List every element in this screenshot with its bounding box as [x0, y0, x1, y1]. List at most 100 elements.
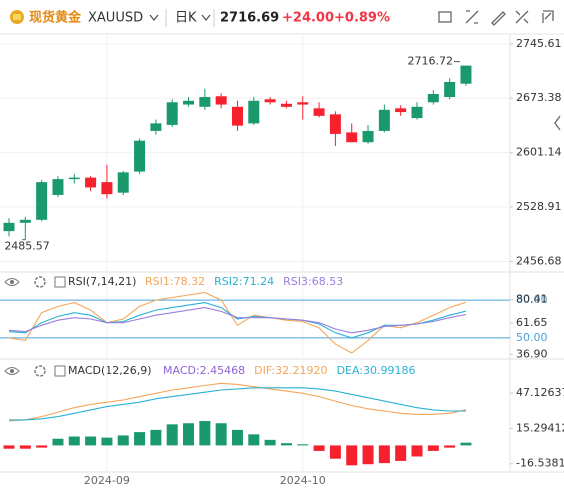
candle-body: [411, 106, 423, 119]
candle-body: [313, 108, 325, 116]
indicator-title: MACD(12,26,9): [68, 364, 152, 377]
y-tick-label: -16.53812: [516, 457, 564, 470]
settings-icon[interactable]: [34, 276, 46, 288]
symbol-dropdown[interactable]: [149, 14, 159, 22]
macd-bar: [395, 445, 407, 461]
macd-bar: [427, 445, 439, 451]
x-tick-label: 2024-09: [84, 474, 130, 487]
pen-button[interactable]: [491, 11, 506, 26]
candle-body: [134, 140, 146, 172]
candle-body: [280, 103, 292, 107]
macd-bar: [101, 437, 113, 446]
candle-body: [166, 102, 178, 125]
macd-bar: [85, 436, 97, 446]
candle-body: [52, 179, 64, 195]
price-change: +24.00: [282, 11, 334, 26]
y-tick-label: 2456.68: [516, 254, 562, 267]
candle-body: [3, 222, 15, 232]
macd-bar: [3, 445, 15, 449]
candle-body: [444, 81, 456, 98]
macd-bar: [248, 434, 260, 446]
candle-body: [19, 219, 31, 223]
rsi-line: [8, 291, 467, 354]
candle-body: [36, 182, 48, 220]
macd-bar: [166, 424, 178, 446]
compare-button[interactable]: [438, 11, 452, 23]
checkbox-icon[interactable]: [54, 365, 66, 377]
candle-body: [395, 108, 407, 113]
candle-body: [460, 65, 472, 84]
candle-body: [199, 97, 211, 107]
legend-entry: DIF:32.21920: [254, 364, 327, 377]
settings-button[interactable]: [515, 10, 529, 24]
eye-icon[interactable]: [4, 278, 20, 286]
fullscreen-button[interactable]: [542, 10, 554, 23]
header-bar: 现货黄金 XAUUSD 日K 2716.69 +24.00 +0.89%: [0, 9, 564, 35]
macd-bar: [117, 435, 129, 446]
candle-body: [231, 106, 243, 126]
price-change-pct: +0.89%: [334, 11, 390, 26]
candle-body: [427, 94, 439, 103]
y-tick-label: 2673.38: [516, 91, 562, 104]
candle-body: [264, 99, 276, 103]
macd-bar: [264, 439, 276, 446]
gold-icon-bar: [13, 14, 21, 20]
instrument-symbol[interactable]: XAUUSD: [88, 11, 143, 26]
macd-bar: [280, 443, 292, 446]
macd-bar: [460, 442, 472, 446]
macd-bar: [411, 445, 423, 457]
y-tick-label: 15.29412: [516, 421, 564, 434]
rsi-line: [8, 307, 467, 334]
rsi-header: RSI(7,14,21): [4, 275, 136, 288]
draw-button[interactable]: [465, 10, 479, 24]
candle-body: [362, 130, 374, 143]
candle-body: [346, 132, 358, 143]
legend-entry: MACD:2.45468: [163, 364, 245, 377]
y-tick-label: 36.90: [516, 347, 548, 360]
macd-bar: [150, 429, 162, 446]
last-price: 2716.69: [220, 11, 279, 26]
candle-body: [85, 177, 97, 188]
candle-body: [378, 109, 390, 131]
period[interactable]: 日K: [175, 11, 197, 26]
macd-line: [9, 387, 466, 421]
candle-body: [101, 182, 113, 195]
candle-body: [297, 102, 309, 105]
legend-entry: RSI3:68.53: [283, 275, 343, 288]
legend-entry: DEA:30.99186: [337, 364, 416, 377]
y-tick-label: 2745.61: [516, 37, 562, 50]
macd-bar: [36, 445, 48, 448]
rsi-line: [8, 302, 467, 339]
macd-bar: [199, 421, 211, 446]
eye-pupil: [10, 369, 14, 373]
checkbox-icon[interactable]: [54, 276, 66, 288]
macd-bar: [444, 445, 456, 448]
collapse-arrow[interactable]: [554, 115, 561, 131]
macd-bar: [134, 432, 146, 446]
macd-bar: [52, 438, 64, 446]
macd-bar: [297, 444, 309, 446]
settings-icon[interactable]: [34, 365, 46, 377]
macd-header: MACD(12,26,9): [4, 364, 152, 377]
eye-pupil: [10, 280, 14, 284]
y-tick-label: 47.12637: [516, 386, 564, 399]
candle-body: [117, 172, 129, 193]
macd-bar: [346, 445, 358, 466]
high-annotation: 2716.72: [407, 55, 453, 68]
macd-bar: [215, 423, 227, 446]
candle-body: [183, 100, 195, 105]
macd-bar: [362, 445, 374, 465]
candle-body: [248, 100, 260, 124]
y-tick-label: 2528.91: [516, 200, 562, 213]
x-tick-label: 2024-10: [280, 474, 326, 487]
macd-bar: [68, 436, 80, 446]
y-tick-label: 61.65: [516, 316, 548, 329]
eye-icon[interactable]: [4, 367, 20, 375]
candle-body: [329, 114, 341, 134]
macd-bar: [183, 423, 195, 446]
instrument-name[interactable]: 现货黄金: [29, 10, 82, 26]
legend-entry: RSI1:78.32: [145, 275, 205, 288]
period-dropdown[interactable]: [201, 14, 211, 22]
candle-body: [215, 96, 227, 105]
